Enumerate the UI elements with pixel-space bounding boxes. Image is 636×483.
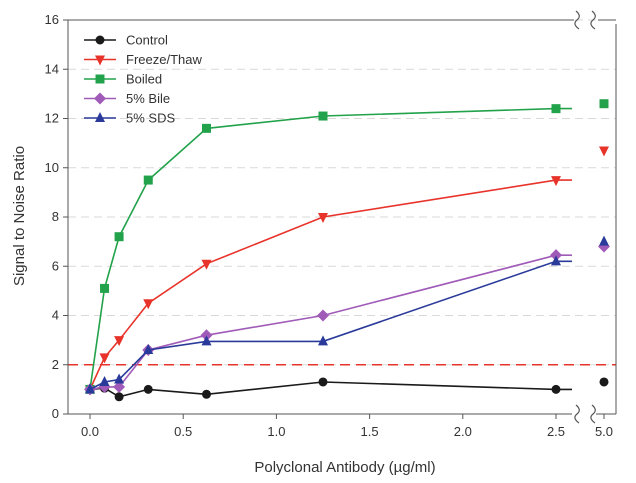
x-tick-label: 0.0: [81, 424, 99, 439]
data-point: [99, 375, 110, 386]
legend-item-control: Control: [84, 33, 168, 48]
data-point: [551, 104, 561, 114]
series-line: [89, 260, 572, 391]
data-point: [201, 259, 212, 270]
legend-marker: [95, 55, 105, 66]
data-point: [114, 336, 125, 347]
data-point: [99, 353, 110, 364]
data-point: [201, 335, 212, 346]
legend-item-freeze-thaw: Freeze/Thaw: [84, 52, 202, 67]
legend-item-boiled: Boiled: [84, 72, 162, 87]
x-tick-label: 5.0: [595, 424, 613, 439]
data-point: [143, 343, 154, 354]
y-tick-label: 16: [45, 12, 59, 27]
x-tick-label: 1.0: [267, 424, 285, 439]
series-boiled: [85, 99, 609, 394]
x-tick-label: 2.0: [454, 424, 472, 439]
legend: Control Freeze/Thaw Boiled 5% Bile 5% SDS: [84, 33, 202, 126]
y-tick-label: 14: [45, 61, 59, 76]
y-tick-label: 8: [52, 209, 59, 224]
data-point: [143, 175, 153, 185]
legend-label: 5% Bile: [126, 91, 170, 106]
data-point: [202, 123, 211, 133]
data-point-extra: [599, 99, 609, 109]
series-control: [85, 377, 609, 402]
data-point: [100, 283, 110, 293]
data-point: [114, 232, 124, 242]
data-point: [551, 384, 561, 394]
data-point: [113, 380, 126, 393]
data-point: [318, 335, 328, 346]
y-tick-label: 4: [52, 308, 59, 323]
legend-marker: [94, 92, 106, 105]
data-point-extra: [599, 377, 609, 387]
legend-item-5-sds: 5% SDS: [84, 111, 175, 126]
series-line: [89, 179, 572, 390]
axis-break-top-left: [574, 10, 580, 30]
series-line: [89, 107, 572, 390]
legend-marker: [95, 112, 105, 122]
legend-label: Control: [126, 33, 168, 48]
legend-marker: [95, 74, 105, 84]
data-point: [550, 249, 562, 262]
data-point: [114, 392, 124, 402]
data-point-extra: [599, 146, 609, 157]
x-axis-title: Polyclonal Antibody (µg/ml): [254, 459, 435, 476]
x-tick-label: 1.5: [361, 424, 379, 439]
series-line: [89, 381, 572, 398]
y-tick-label: 2: [52, 357, 59, 372]
y-tick-label: 10: [45, 160, 59, 175]
y-tick-label: 12: [45, 111, 59, 126]
legend-item-5-bile: 5% Bile: [84, 91, 170, 106]
grid-layer: [68, 19, 616, 366]
data-point: [200, 329, 213, 342]
series-5-sds: [85, 235, 609, 394]
legend-label: 5% SDS: [126, 111, 175, 126]
series-layer: [84, 99, 610, 402]
data-point: [317, 309, 329, 322]
data-point-extra: [599, 235, 609, 246]
axis-break-bottom-right: [590, 404, 596, 424]
y-axis-title: Signal to Noise Ratio: [11, 146, 28, 286]
axis-break-top-right: [590, 10, 596, 30]
x-tick-label: 2.5: [547, 424, 565, 439]
x-tick-label: 0.5: [174, 424, 192, 439]
data-point: [114, 373, 125, 384]
y-tick-label: 0: [52, 406, 59, 421]
data-point: [551, 255, 561, 266]
data-point: [143, 299, 154, 310]
data-point: [551, 176, 561, 187]
data-point: [143, 384, 153, 394]
y-tick-label: 6: [52, 258, 59, 273]
data-point: [85, 383, 95, 394]
data-point: [318, 377, 328, 387]
data-point: [318, 111, 328, 121]
legend-marker: [95, 35, 105, 45]
legend-label: Freeze/Thaw: [126, 52, 202, 67]
series-line: [89, 254, 572, 391]
axes-layer: 0 2 4 6 8 10 12 14 16 0.0 0.5 1.0 1.5 2.0 2.5 5.0: [45, 10, 617, 439]
axis-break-bottom-left: [574, 404, 580, 424]
data-point: [202, 389, 211, 399]
series-5-bile: [84, 240, 610, 396]
legend-label: Boiled: [126, 72, 162, 87]
data-point: [318, 213, 328, 223]
